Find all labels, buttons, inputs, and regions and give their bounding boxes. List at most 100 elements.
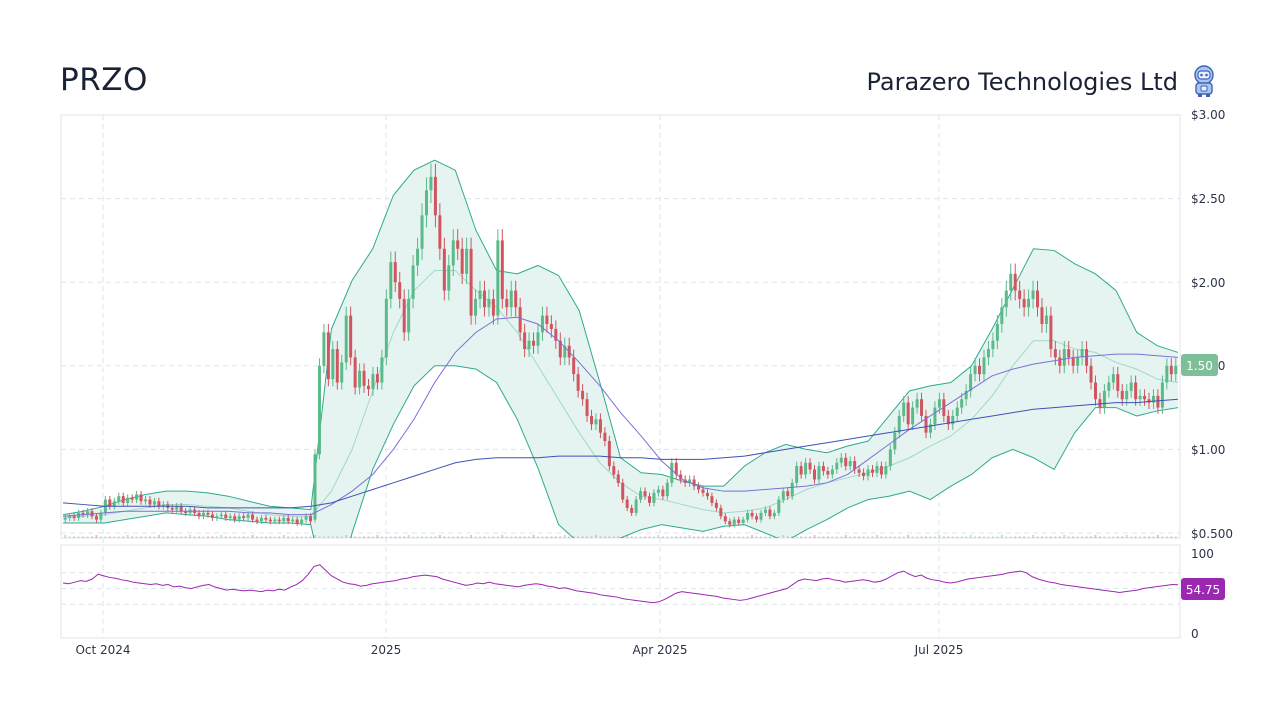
volume-bar [764, 536, 767, 538]
candle-body [407, 298, 411, 333]
price-tick-label: $2.50 [1191, 192, 1225, 206]
candle-body [563, 345, 567, 358]
candle-body [862, 472, 866, 477]
candle-body [661, 489, 665, 497]
candle-body [514, 290, 518, 308]
volume-bar [800, 536, 803, 538]
candle-body [781, 491, 785, 500]
volume-bar [1040, 536, 1043, 538]
volume-bar [1094, 535, 1097, 538]
volume-bar [474, 536, 477, 538]
volume-bar [1081, 536, 1084, 538]
candle-body [442, 248, 446, 291]
candle-body [429, 176, 433, 191]
candle-body [741, 519, 745, 523]
volume-bar [104, 536, 107, 538]
volume-bar [291, 536, 294, 538]
volume-bar [920, 536, 923, 538]
price-tick-label: $2.00 [1191, 276, 1225, 290]
volume-bar [95, 535, 98, 538]
volume-bar [247, 536, 250, 538]
candle-body [576, 374, 580, 391]
volume-bar [322, 536, 325, 538]
candle-body [737, 519, 741, 523]
candle-body [148, 499, 152, 505]
candle-body [772, 512, 776, 517]
candle-body [870, 469, 874, 473]
candle-body [233, 516, 237, 520]
candle-body [1160, 382, 1164, 408]
volume-bar [746, 536, 749, 538]
volume-bar [889, 536, 892, 538]
candle-body [719, 507, 723, 517]
volume-bar [862, 536, 865, 538]
volume-bar [1174, 536, 1177, 538]
volume-bar [153, 536, 156, 538]
candle-body [955, 407, 959, 416]
volume-bar [1103, 536, 1106, 538]
volume-bar [916, 536, 919, 538]
candle-body [313, 454, 317, 520]
volume-bar [251, 535, 254, 538]
volume-bar [1148, 536, 1151, 538]
volume-bar [875, 535, 878, 538]
candle-body [969, 374, 973, 391]
candle-body [99, 512, 103, 520]
volume-bar [371, 536, 374, 538]
last-price-badge: 1.50 [1181, 354, 1218, 376]
candle-body [487, 298, 491, 308]
volume-bar [229, 536, 232, 538]
candle-body [1049, 315, 1053, 350]
candle-body [991, 340, 995, 350]
volume-bar [693, 536, 696, 538]
candle-body [710, 496, 714, 503]
candle-body [170, 507, 174, 510]
volume-bar [577, 536, 580, 538]
volume-bar [630, 536, 633, 538]
volume-bar [233, 536, 236, 538]
candle-body [590, 415, 594, 425]
volume-bar [447, 536, 450, 538]
volume-bar [220, 535, 223, 538]
candle-body [951, 415, 955, 425]
volume-bar [260, 536, 263, 538]
candle-body [112, 501, 116, 507]
volume-bar [157, 535, 160, 538]
volume-bar [421, 536, 424, 538]
candle-body [237, 516, 241, 520]
volume-bar [536, 536, 539, 538]
volume-bar [773, 536, 776, 538]
volume-bar [135, 536, 138, 538]
volume-bar [884, 536, 887, 538]
candle-body [1022, 298, 1026, 308]
volume-bar [434, 536, 437, 538]
volume-bar [782, 535, 785, 538]
candle-body [857, 469, 861, 473]
candle-body [647, 496, 651, 503]
volume-bar [90, 536, 93, 538]
volume-bar [965, 536, 968, 538]
volume-bar [635, 536, 638, 538]
volume-bar [822, 536, 825, 538]
candle-body [161, 504, 165, 507]
volume-bar [661, 536, 664, 538]
candle-body [94, 516, 98, 520]
candle-body [518, 307, 522, 333]
candle-body [219, 514, 223, 517]
candle-body [135, 494, 139, 500]
volume-bar [563, 535, 566, 538]
volume-bar [608, 536, 611, 538]
candle-body [1138, 395, 1142, 400]
volume-bar [1014, 536, 1017, 538]
candle-body [844, 457, 848, 467]
candle-body [532, 340, 536, 346]
volume-bar [313, 535, 316, 538]
candle-body [585, 399, 589, 416]
volume-bar [1018, 536, 1021, 538]
volume-bar [1045, 536, 1048, 538]
volume-bar [398, 536, 401, 538]
candle-body [456, 240, 460, 249]
volume-bar [974, 536, 977, 538]
candle-body [665, 482, 669, 497]
candle-body [964, 390, 968, 400]
